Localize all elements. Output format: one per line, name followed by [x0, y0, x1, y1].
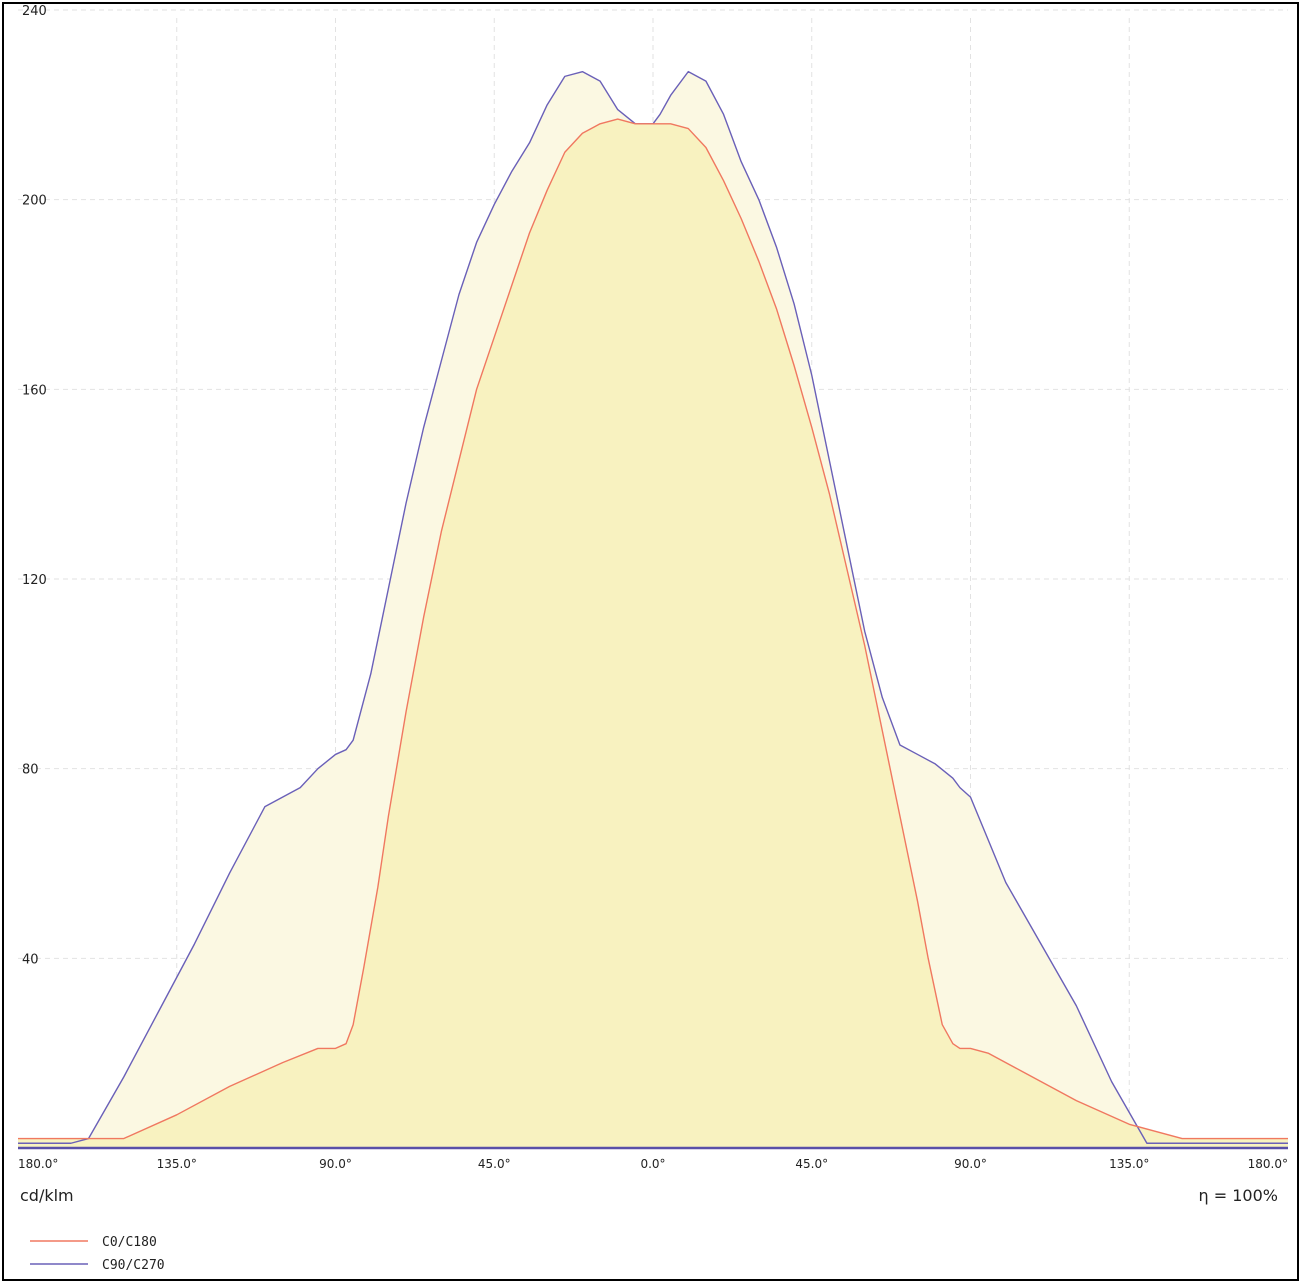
series-area-0 — [18, 119, 1288, 1148]
x-tick-label-5: 45.0° — [795, 1157, 828, 1171]
legend-label-1: C90/C270 — [102, 1258, 165, 1273]
x-tick-label-7: 135.0° — [1109, 1157, 1149, 1171]
efficiency-label: η = 100% — [1199, 1186, 1278, 1205]
y-tick-label-2: 120 — [22, 573, 47, 588]
unit-label: cd/klm — [20, 1186, 74, 1205]
legend: C0/C180 C90/C270 — [30, 1235, 165, 1273]
series-lines — [18, 70, 1288, 1144]
x-tick-label-3: 45.0° — [478, 1157, 511, 1171]
y-tick-label-0: 40 — [22, 952, 39, 967]
y-tick-label-5: 240 — [22, 4, 47, 19]
y-tick-label-4: 200 — [22, 194, 47, 209]
y-tick-labels: 40 80 120 160 200 240 — [22, 4, 47, 967]
x-tick-label-6: 90.0° — [954, 1157, 987, 1171]
x-tick-label-0: 180.0° — [18, 1157, 58, 1171]
y-tick-label-1: 80 — [22, 763, 39, 778]
series-areas — [18, 71, 1288, 1148]
series-line-0 — [18, 118, 1288, 1140]
legend-label-0: C0/C180 — [102, 1235, 157, 1250]
x-tick-label-4: 0.0° — [640, 1157, 665, 1171]
x-tick-label-2: 90.0° — [319, 1157, 352, 1171]
x-tick-label-1: 135.0° — [157, 1157, 197, 1171]
x-tick-label-8: 180.0° — [1248, 1157, 1288, 1171]
x-tick-labels: 180.0° 135.0° 90.0° 45.0° 0.0° 45.0° 90.0° 135.… — [18, 1157, 1288, 1171]
y-tick-label-3: 160 — [22, 383, 47, 398]
